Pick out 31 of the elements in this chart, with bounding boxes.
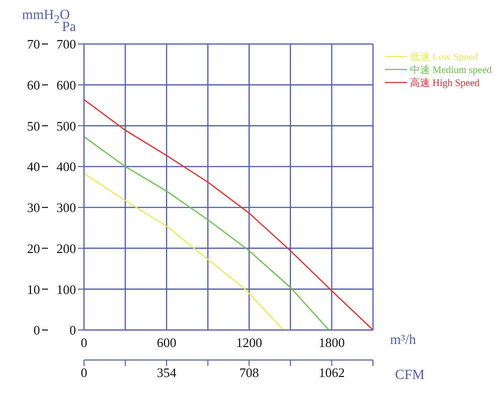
y2-tick-label: 50: [27, 118, 40, 134]
y-tick-label: 600: [56, 77, 76, 92]
y2-tick-label: 60: [27, 77, 40, 92]
legend-label: 低速 Low Speed: [409, 50, 479, 63]
x2-tick-label: 0: [80, 365, 88, 380]
y2-tick-label: 10: [27, 282, 40, 297]
y2-tick-label: 30: [27, 200, 40, 216]
y-tick-label: 700: [56, 36, 76, 52]
y-tick-label: 400: [56, 159, 76, 174]
y2-tick-label: 40: [27, 159, 40, 174]
y-tick-label: 100: [56, 282, 76, 297]
legend-label: 高速 High Speed: [409, 76, 480, 89]
y2-tick-label: 20: [27, 240, 40, 256]
line-series: [84, 172, 284, 330]
y-tick-label: 0: [70, 322, 76, 338]
x-tick-label: 1200: [236, 335, 262, 350]
x-tick-label: 1800: [318, 335, 345, 350]
x2-tick-label: 354: [156, 365, 177, 380]
x-tick-label: 0: [80, 335, 88, 350]
y-tick-label: 300: [56, 200, 76, 216]
y2-tick-label: 70: [27, 36, 40, 52]
y2-tick-label: 0: [34, 322, 40, 338]
y-tick-label: 500: [56, 118, 76, 134]
y-tick-label: 200: [56, 240, 76, 256]
legend-label: 中速 Medium speed: [409, 64, 492, 76]
x2-tick-label: 1062: [318, 365, 345, 380]
x2-axis-title: CFM: [395, 368, 425, 384]
x2-tick-label: 708: [239, 365, 259, 380]
line-series: [84, 136, 330, 330]
x-tick-label: 600: [156, 335, 176, 350]
x-axis-title: m³/h: [390, 333, 416, 349]
